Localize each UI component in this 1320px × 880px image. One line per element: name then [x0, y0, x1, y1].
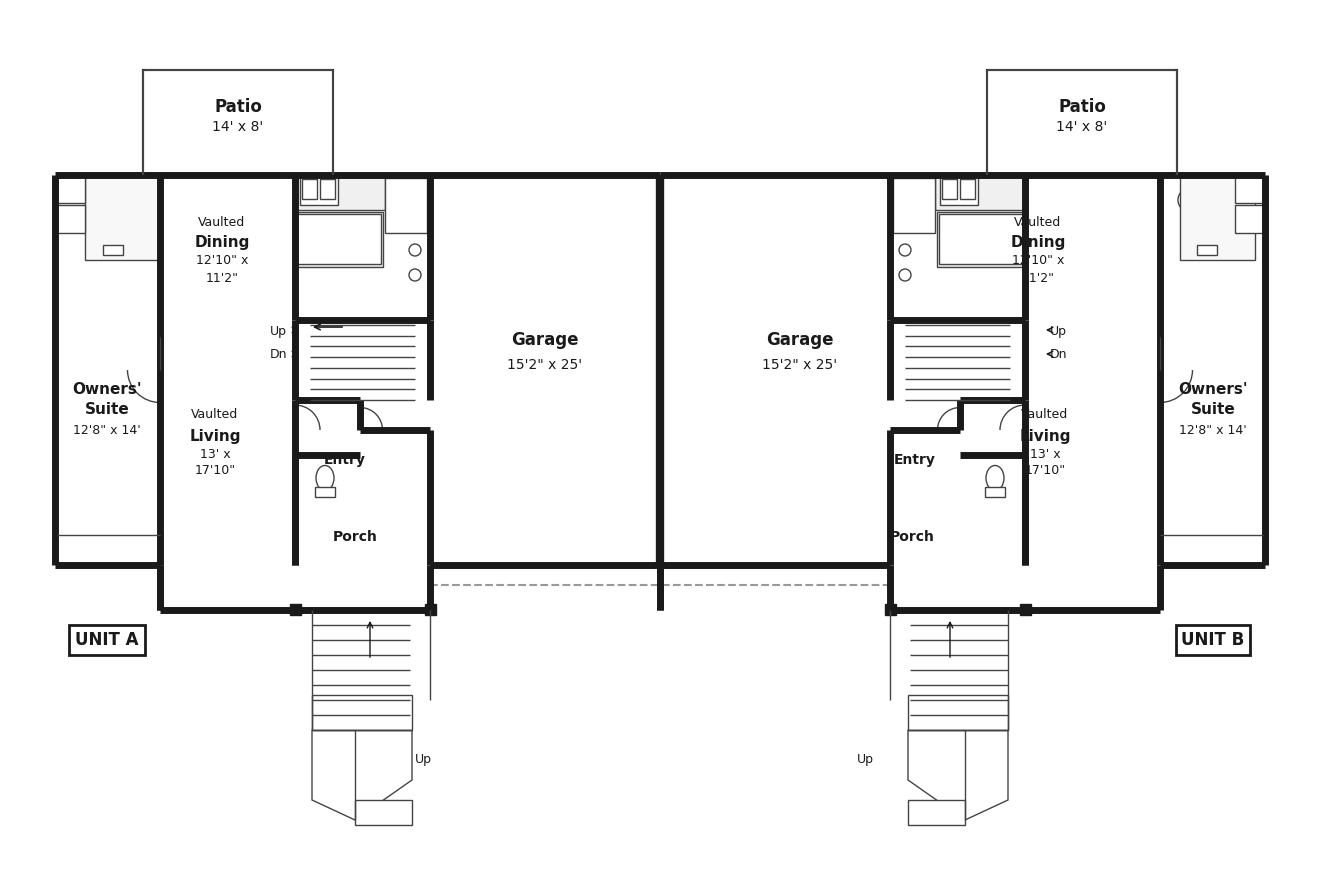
Bar — [289, 605, 301, 615]
Bar — [908, 800, 965, 825]
Text: Dining: Dining — [194, 236, 249, 251]
Text: Up: Up — [857, 753, 874, 766]
Text: 14' x 8': 14' x 8' — [1056, 120, 1107, 134]
Bar — [937, 212, 1026, 267]
Bar — [942, 179, 957, 199]
Text: 15'2" x 25': 15'2" x 25' — [507, 358, 582, 372]
Text: Dining: Dining — [1010, 236, 1065, 251]
Bar — [1180, 175, 1255, 260]
Text: Porch: Porch — [333, 530, 378, 544]
Text: Up: Up — [271, 326, 286, 339]
Text: Garage: Garage — [766, 331, 834, 349]
Polygon shape — [312, 730, 412, 820]
Text: 11'2": 11'2" — [1022, 272, 1055, 284]
Text: Living: Living — [189, 429, 240, 444]
Text: Vaulted: Vaulted — [191, 408, 239, 422]
Text: Vaulted: Vaulted — [198, 216, 246, 229]
Text: 12'8" x 14': 12'8" x 14' — [1179, 423, 1247, 436]
Ellipse shape — [986, 466, 1005, 490]
Text: Dn: Dn — [1049, 348, 1068, 362]
Ellipse shape — [1197, 221, 1217, 249]
Bar — [319, 179, 335, 199]
Bar — [987, 70, 1177, 175]
Circle shape — [117, 188, 143, 212]
Text: 12'10" x: 12'10" x — [195, 254, 248, 268]
Bar — [143, 70, 333, 175]
Text: Vaulted: Vaulted — [1014, 216, 1061, 229]
Ellipse shape — [315, 466, 334, 490]
Text: 17'10": 17'10" — [1024, 465, 1065, 478]
Text: Patio: Patio — [214, 98, 261, 116]
Bar — [84, 175, 160, 260]
Text: Garage: Garage — [511, 331, 578, 349]
Text: Living: Living — [1019, 429, 1071, 444]
Text: Dn: Dn — [271, 348, 288, 362]
Text: Porch: Porch — [890, 530, 935, 544]
Polygon shape — [908, 730, 1008, 820]
Bar — [297, 214, 381, 264]
Circle shape — [1239, 179, 1259, 199]
Text: Suite: Suite — [1191, 402, 1236, 417]
Bar — [985, 487, 1005, 497]
Circle shape — [899, 244, 911, 256]
Text: Suite: Suite — [84, 402, 129, 417]
Circle shape — [61, 179, 81, 199]
Bar — [57, 205, 84, 233]
Bar — [315, 487, 335, 497]
Bar — [425, 605, 436, 615]
Text: 12'8" x 14': 12'8" x 14' — [73, 423, 141, 436]
Text: Owners': Owners' — [1179, 383, 1247, 398]
Bar — [960, 179, 975, 199]
Bar — [940, 177, 978, 205]
Bar — [1197, 245, 1217, 255]
Bar — [312, 695, 412, 730]
Text: 15'2" x 25': 15'2" x 25' — [763, 358, 838, 372]
Bar — [894, 178, 935, 233]
Bar — [935, 175, 1026, 210]
Text: Entry: Entry — [325, 453, 366, 467]
Text: 13' x: 13' x — [1030, 448, 1060, 460]
Bar — [1019, 605, 1031, 615]
Text: Up: Up — [414, 753, 432, 766]
Text: Patio: Patio — [1059, 98, 1106, 116]
Ellipse shape — [103, 221, 123, 249]
Circle shape — [61, 209, 81, 229]
Text: Vaulted: Vaulted — [1022, 408, 1069, 422]
Text: 11'2": 11'2" — [206, 272, 239, 284]
Bar — [103, 245, 123, 255]
Text: 14' x 8': 14' x 8' — [213, 120, 264, 134]
Circle shape — [1239, 209, 1259, 229]
Circle shape — [1177, 188, 1203, 212]
Text: 17'10": 17'10" — [194, 465, 235, 478]
Bar — [939, 214, 1023, 264]
Bar — [385, 178, 426, 233]
Bar — [1236, 205, 1263, 233]
Bar — [294, 212, 383, 267]
Bar — [57, 175, 84, 203]
Circle shape — [409, 244, 421, 256]
Text: UNIT A: UNIT A — [75, 631, 139, 649]
Bar — [1236, 175, 1263, 203]
Text: 12'10" x: 12'10" x — [1012, 254, 1064, 268]
Text: Up: Up — [1049, 326, 1067, 339]
Bar — [355, 800, 412, 825]
Bar — [884, 605, 895, 615]
Text: Entry: Entry — [894, 453, 936, 467]
Bar — [300, 177, 338, 205]
Text: 13' x: 13' x — [199, 448, 230, 460]
Text: Owners': Owners' — [73, 383, 141, 398]
Bar — [294, 175, 385, 210]
Bar — [302, 179, 317, 199]
Text: UNIT B: UNIT B — [1181, 631, 1245, 649]
Bar — [908, 695, 1008, 730]
Circle shape — [899, 269, 911, 281]
Circle shape — [409, 269, 421, 281]
